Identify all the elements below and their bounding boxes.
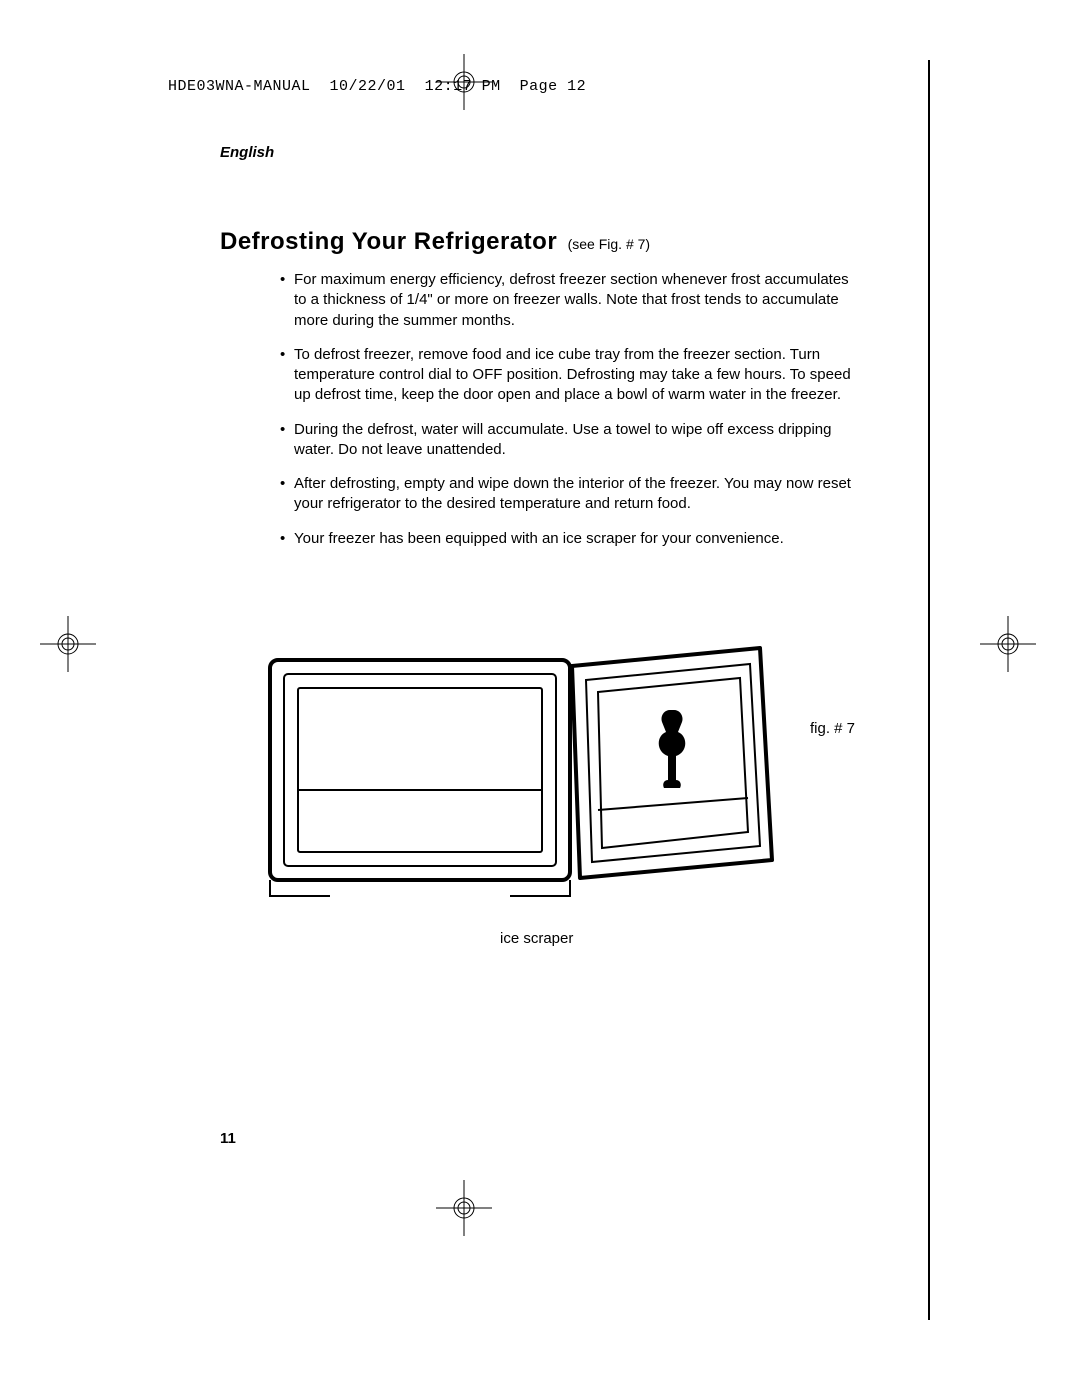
registration-mark-icon (436, 1180, 492, 1236)
page-word: Page (520, 78, 558, 95)
section-title-row: Defrosting Your Refrigerator (see Fig. #… (220, 228, 650, 256)
figure-label: fig. # 7 (810, 720, 855, 737)
registration-mark-icon (436, 54, 492, 110)
manual-page: HDE03WNA-MANUAL 10/22/01 12:17 PM Page 1… (150, 60, 930, 1320)
registration-mark-icon (980, 616, 1036, 672)
section-title-annotation: (see Fig. # 7) (568, 236, 650, 252)
list-item: During the defrost, water will accumulat… (280, 420, 860, 461)
freezer-illustration (260, 640, 780, 900)
registration-mark-icon (40, 616, 96, 672)
print-header: HDE03WNA-MANUAL 10/22/01 12:17 PM Page 1… (168, 78, 586, 95)
print-date: 10/22/01 (330, 78, 406, 95)
section-title: Defrosting Your Refrigerator (220, 228, 557, 255)
list-item: Your freezer has been equipped with an i… (280, 529, 860, 549)
instruction-list: For maximum energy efficiency, defrost f… (280, 270, 860, 563)
list-item: For maximum energy efficiency, defrost f… (280, 270, 860, 331)
doc-id: HDE03WNA-MANUAL (168, 78, 311, 95)
header-page-num: 12 (567, 78, 586, 95)
language-label: English (220, 144, 274, 161)
figure-caption: ice scraper (500, 930, 573, 947)
list-item: After defrosting, empty and wipe down th… (280, 474, 860, 515)
list-item: To defrost freezer, remove food and ice … (280, 345, 860, 406)
page-number: 11 (220, 1130, 236, 1147)
